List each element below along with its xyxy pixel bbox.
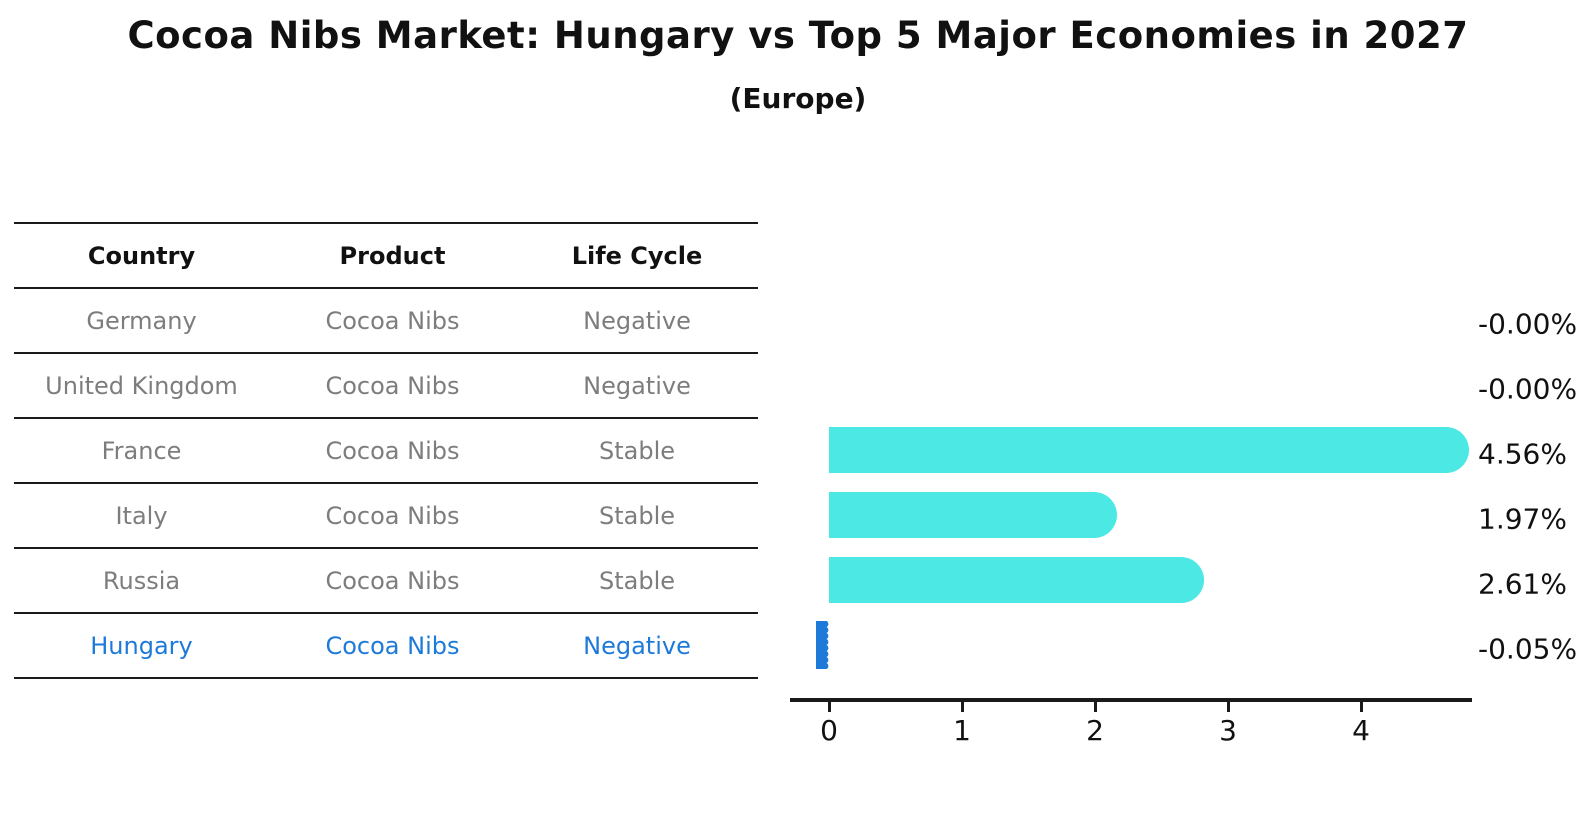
cell-country: France	[101, 436, 182, 465]
value-label-hungary: -0.05%	[1478, 632, 1578, 665]
cell-country: United Kingdom	[45, 371, 238, 400]
cell-product: Cocoa Nibs	[325, 566, 460, 595]
table-row: Russia Cocoa Nibs Stable	[14, 547, 758, 612]
bar-france	[829, 426, 1470, 473]
bar-russia	[829, 556, 1204, 603]
x-axis-tick-label: 3	[1219, 714, 1237, 747]
table-row: United Kingdom Cocoa Nibs Negative	[14, 352, 758, 417]
value-label-italy: 1.97%	[1478, 502, 1567, 535]
cell-lifecycle: Stable	[598, 436, 676, 465]
value-label-united-kingdom: -0.00%	[1478, 372, 1578, 405]
column-header-country: Country	[87, 241, 196, 270]
value-label-france: 4.56%	[1478, 437, 1567, 470]
chart-title: Cocoa Nibs Market: Hungary vs Top 5 Majo…	[127, 14, 1469, 57]
bar-hungary-negative	[816, 620, 830, 673]
x-axis-tick-label: 2	[1086, 714, 1104, 747]
chart-subtitle: (Europe)	[729, 82, 867, 115]
column-header-product: Product	[339, 241, 446, 270]
cell-product: Cocoa Nibs	[325, 436, 460, 465]
table-row: France Cocoa Nibs Stable	[14, 417, 758, 482]
table-row: Hungary Cocoa Nibs Negative	[14, 612, 758, 679]
x-axis-tick-label: 0	[820, 714, 838, 747]
cell-country: Hungary	[90, 631, 193, 660]
value-label-germany: -0.00%	[1478, 307, 1578, 340]
x-axis-line	[790, 698, 1472, 702]
x-axis-tick	[1360, 701, 1363, 712]
table-header-row: Country Product Life Cycle	[14, 222, 758, 287]
cell-product: Cocoa Nibs	[325, 631, 460, 660]
cell-lifecycle: Negative	[583, 371, 691, 400]
x-axis-tick-label: 4	[1352, 714, 1370, 747]
column-header-lifecycle: Life Cycle	[571, 241, 703, 270]
cell-country: Italy	[115, 501, 168, 530]
table-row: Germany Cocoa Nibs Negative	[14, 287, 758, 352]
cell-lifecycle: Stable	[598, 501, 676, 530]
cell-product: Cocoa Nibs	[325, 371, 460, 400]
x-axis-tick-label: 1	[953, 714, 971, 747]
x-axis-tick	[1227, 701, 1230, 712]
cell-product: Cocoa Nibs	[325, 501, 460, 530]
bar-italy	[829, 491, 1117, 538]
x-axis-tick	[828, 701, 831, 712]
country-table: Country Product Life Cycle Germany Cocoa …	[14, 222, 758, 679]
cell-country: Germany	[86, 306, 197, 335]
cell-product: Cocoa Nibs	[325, 306, 460, 335]
x-axis-tick	[961, 701, 964, 712]
x-axis-tick	[1094, 701, 1097, 712]
table-row: Italy Cocoa Nibs Stable	[14, 482, 758, 547]
cell-lifecycle: Stable	[598, 566, 676, 595]
cell-lifecycle: Negative	[583, 631, 691, 660]
cell-lifecycle: Negative	[583, 306, 691, 335]
value-label-russia: 2.61%	[1478, 567, 1567, 600]
cell-country: Russia	[102, 566, 181, 595]
